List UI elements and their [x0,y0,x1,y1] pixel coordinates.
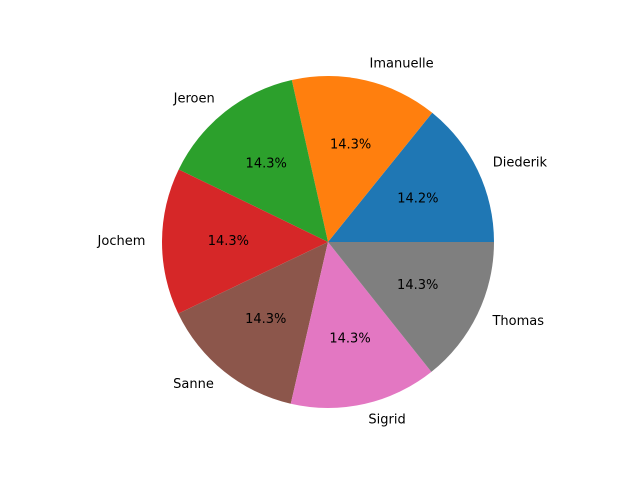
pie-slices [161,75,494,408]
slice-label-diederik: Diederik [493,156,548,171]
pie-slice-sigrid [290,242,432,408]
pie-slice-jeroen [178,79,328,242]
pie-slice-jochem [161,169,328,314]
pie-slice-sanne [178,242,328,404]
slice-percent-jeroen: 14.3% [246,156,287,171]
slice-percent-sanne: 14.3% [245,312,286,327]
slice-label-sigrid: Sigrid [368,413,405,428]
slice-percent-thomas: 14.3% [397,278,438,293]
slice-label-jochem: Jochem [97,234,146,249]
slice-label-thomas: Thomas [491,314,544,329]
slice-percent-jochem: 14.3% [208,234,249,249]
pie-slice-diederik [328,112,494,242]
slice-percent-sigrid: 14.3% [329,332,370,347]
slice-percent-diederik: 14.2% [397,192,438,207]
pie-slice-imanuelle [291,75,433,242]
pie-slice-thomas [328,242,494,372]
slice-percent-imanuelle: 14.3% [330,138,371,153]
slice-label-sanne: Sanne [173,377,214,392]
slice-label-imanuelle: Imanuelle [370,57,434,72]
pie-labels: Diederik 14.2% Imanuelle 14.3% Jeroen 14.3% Jo… [97,57,548,428]
slice-label-jeroen: Jeroen [173,91,215,106]
